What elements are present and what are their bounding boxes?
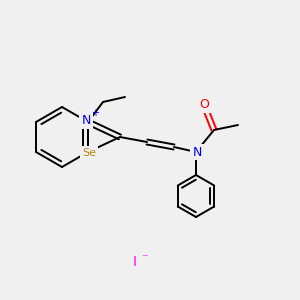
Text: O: O	[199, 98, 209, 112]
Text: +: +	[91, 108, 99, 118]
Text: N: N	[192, 146, 202, 158]
Text: Se: Se	[82, 148, 96, 158]
Text: ⁻: ⁻	[141, 253, 147, 266]
Text: N: N	[81, 115, 91, 128]
Text: I: I	[133, 255, 137, 269]
